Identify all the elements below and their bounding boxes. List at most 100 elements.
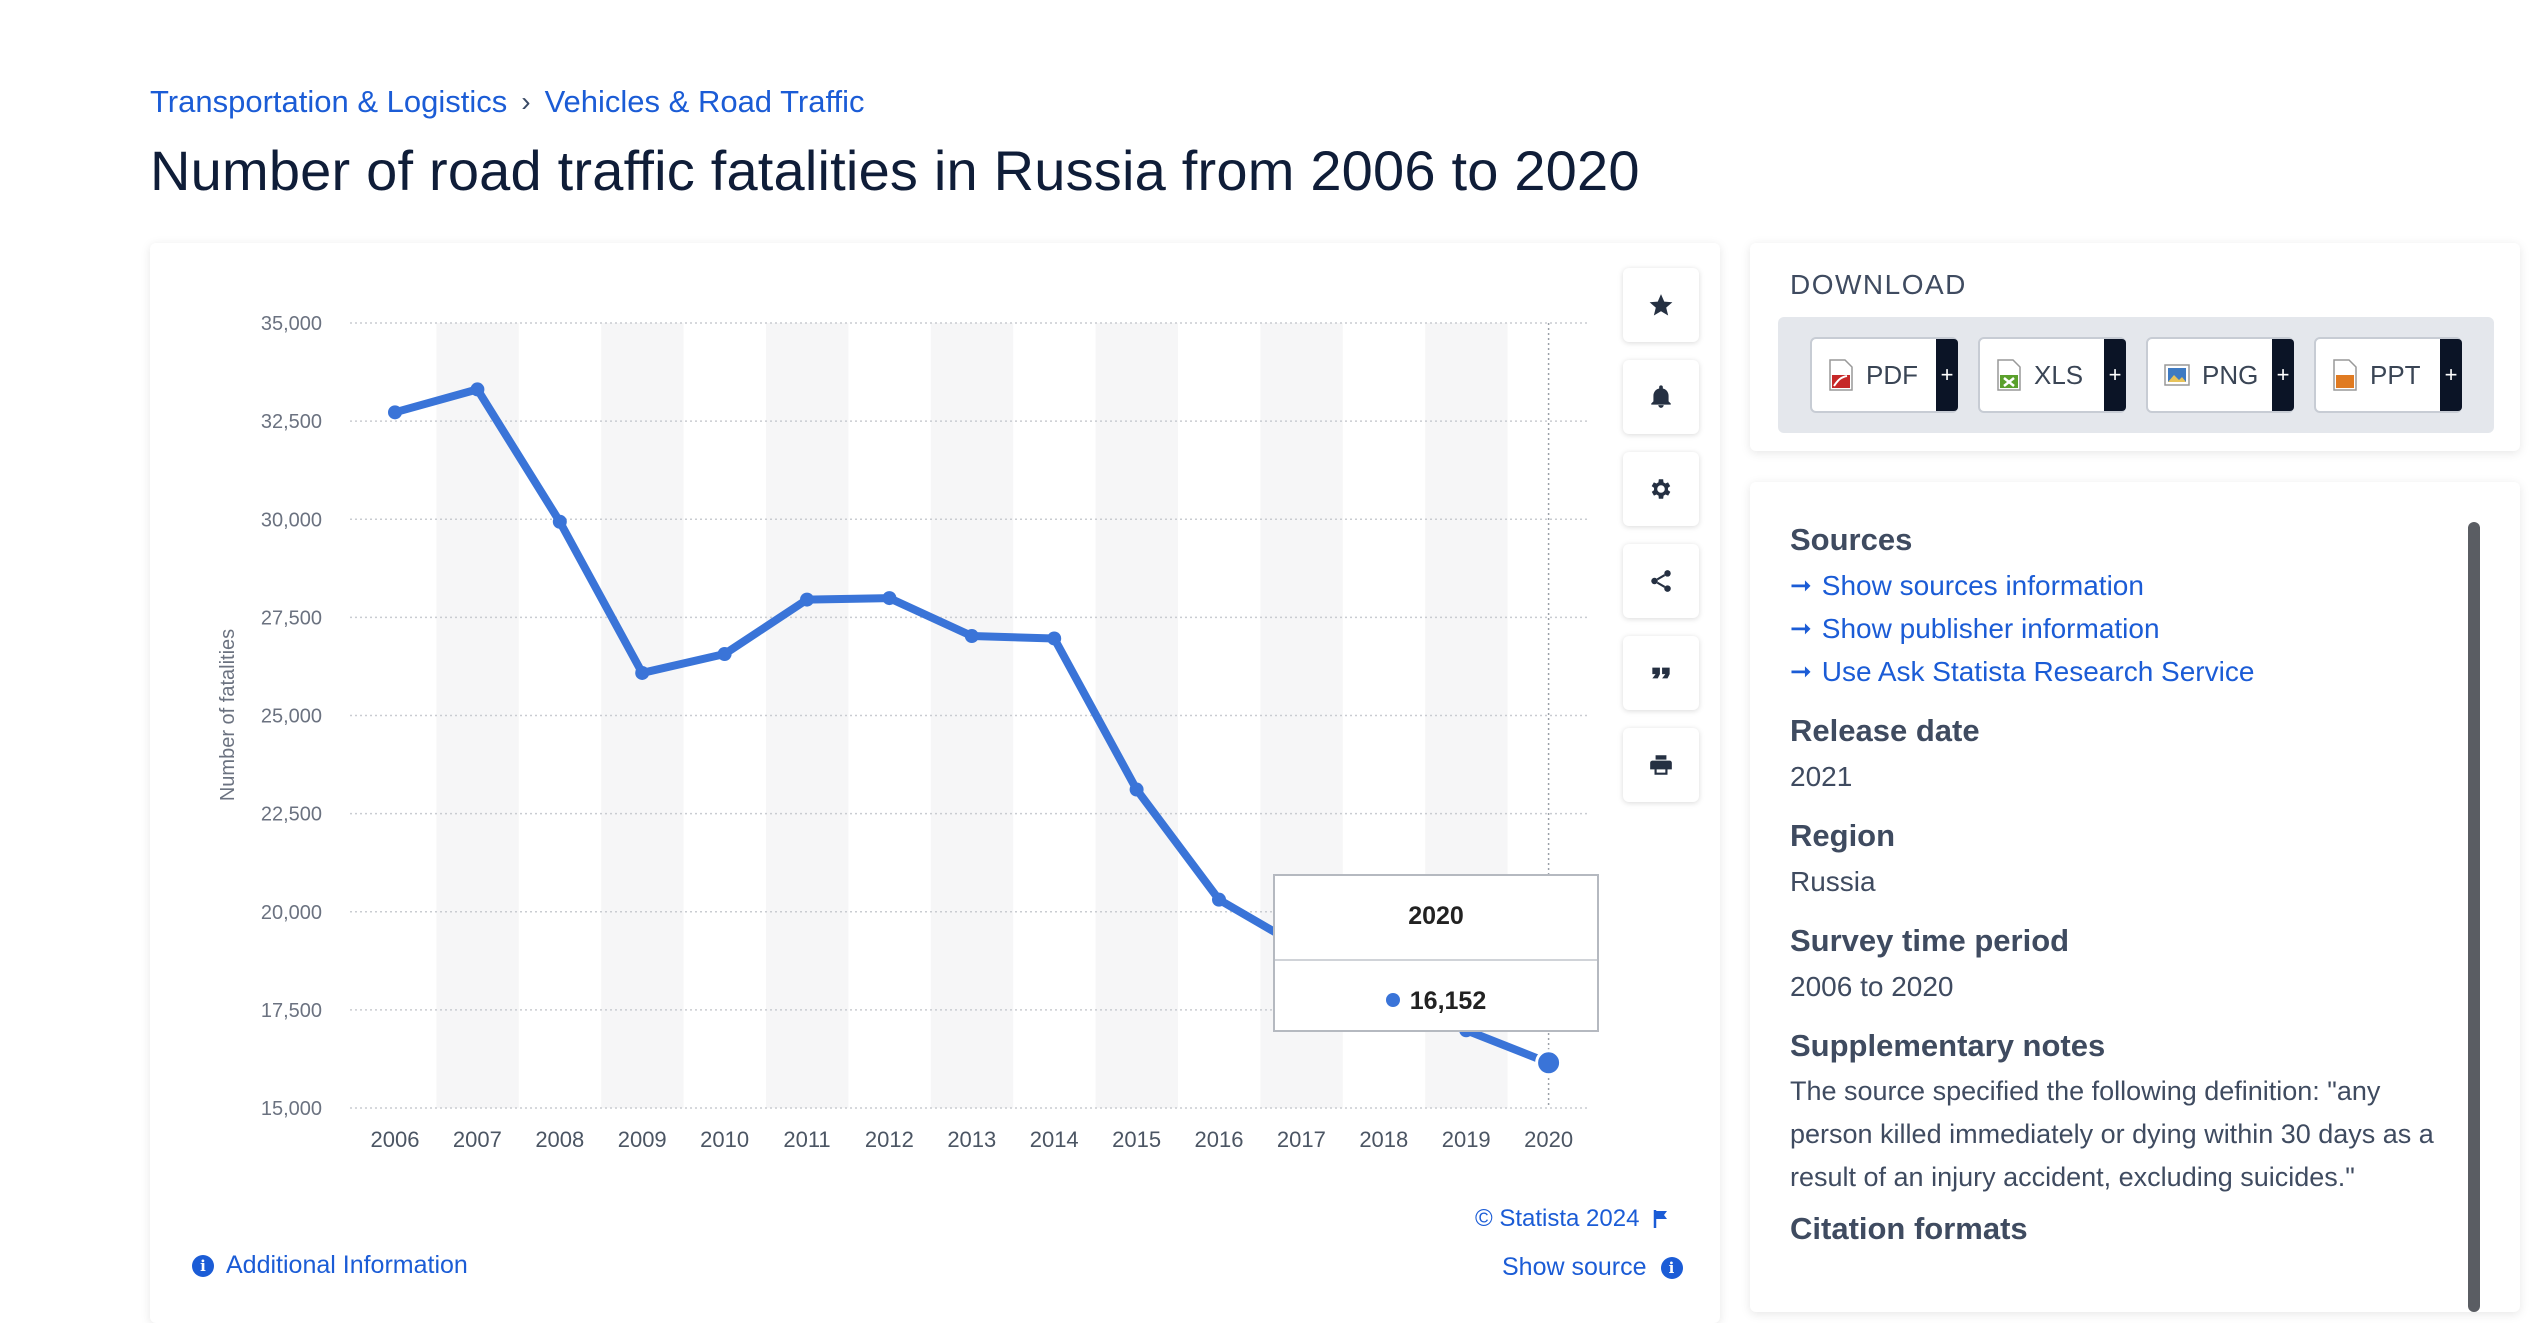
page-title: Number of road traffic fatalities in Rus… — [150, 139, 1640, 202]
download-pdf-button[interactable]: PDF + — [1810, 337, 1958, 413]
supplementary-notes-heading: Supplementary notes — [1790, 1028, 2106, 1063]
data-point[interactable] — [470, 382, 485, 397]
info-icon: i — [1660, 1256, 1683, 1279]
additional-information-link[interactable]: i Additional Information — [192, 1251, 468, 1280]
survey-period-heading: Survey time period — [1790, 923, 2070, 958]
settings-button[interactable] — [1623, 452, 1699, 526]
show-source-text: Show source — [1502, 1253, 1647, 1281]
download-xls-label: XLS — [2034, 359, 2084, 390]
cite-button[interactable] — [1623, 636, 1699, 710]
download-png-button[interactable]: PNG + — [2146, 337, 2294, 413]
region-heading: Region — [1790, 818, 1896, 853]
x-tick-label: 2014 — [1030, 1127, 1079, 1152]
release-date-heading: Release date — [1790, 713, 1980, 748]
download-ppt-button[interactable]: PPT + — [2314, 337, 2462, 413]
show-source-link[interactable]: Show source i — [1502, 1253, 1683, 1282]
release-date-value: 2021 — [1790, 761, 1853, 792]
x-tick-label: 2017 — [1277, 1127, 1326, 1152]
show-publisher-text: Show publisher information — [1821, 613, 2160, 644]
download-title: DOWNLOAD — [1790, 269, 1967, 300]
tooltip-divider — [1275, 959, 1597, 961]
data-point[interactable] — [388, 405, 402, 420]
show-sources-link[interactable]: ➞ Show sources information — [1790, 564, 2450, 607]
additional-information-text: Additional Information — [226, 1251, 468, 1279]
data-point[interactable] — [717, 646, 732, 661]
info-icon: i — [192, 1254, 214, 1277]
x-tick-label: 2010 — [700, 1127, 749, 1152]
notification-button[interactable] — [1623, 360, 1699, 434]
download-ppt-label: PPT — [2370, 359, 2421, 390]
arrow-right-icon: ➞ — [1790, 570, 1812, 600]
y-axis-label: Number of fatalities — [217, 629, 239, 801]
y-tick-label: 32,500 — [261, 411, 322, 433]
plus-icon: + — [2104, 339, 2126, 411]
tooltip-value-row: 16,152 — [1275, 987, 1597, 1016]
breadcrumb-link-transportation[interactable]: Transportation & Logistics — [150, 84, 508, 119]
x-tick-label: 2016 — [1195, 1127, 1244, 1152]
pdf-file-icon — [1829, 359, 1853, 391]
share-button[interactable] — [1623, 544, 1699, 618]
tooltip-value: 16,152 — [1409, 987, 1487, 1015]
line-chart: 15,000 17,500 20,000 22,500 25,000 27,500 30,0… — [217, 313, 1588, 1152]
plus-icon: + — [1936, 339, 1958, 411]
highlighted-data-point[interactable] — [1535, 1049, 1563, 1077]
data-point[interactable] — [635, 665, 650, 680]
column-band — [766, 323, 849, 1108]
x-tick-label: 2015 — [1112, 1127, 1161, 1152]
breadcrumb-separator: › — [521, 86, 531, 117]
citation-formats-heading: Citation formats — [1790, 1211, 2028, 1246]
ppt-file-icon — [2333, 359, 2357, 391]
plus-icon: + — [2272, 339, 2294, 411]
download-png-label: PNG — [2202, 359, 2259, 390]
show-sources-text: Show sources information — [1821, 570, 2144, 601]
region-value: Russia — [1790, 866, 1876, 897]
chart-tooltip: 2020 16,152 — [1273, 874, 1599, 1032]
y-tick-label: 27,500 — [261, 607, 322, 629]
ask-statista-text: Use Ask Statista Research Service — [1821, 656, 2255, 687]
x-tick-label: 2011 — [783, 1127, 830, 1152]
x-tick-label: 2020 — [1524, 1127, 1573, 1152]
gear-icon — [1651, 479, 1671, 499]
data-point[interactable] — [1129, 782, 1144, 797]
x-tick-label: 2018 — [1359, 1127, 1408, 1152]
tooltip-year: 2020 — [1408, 902, 1464, 930]
y-tick-label: 25,000 — [261, 706, 322, 728]
favorite-button[interactable] — [1623, 268, 1699, 342]
download-xls-button[interactable]: XLS + — [1978, 337, 2126, 413]
breadcrumb-link-vehicles[interactable]: Vehicles & Road Traffic — [544, 84, 865, 119]
x-tick-label: 2008 — [535, 1127, 584, 1152]
info-panel-scrollbar[interactable] — [2468, 522, 2480, 1312]
y-tick-label: 30,000 — [261, 509, 322, 531]
download-tray: PDF + XLS + PNG + PPT + — [1778, 317, 2494, 433]
share-icon — [1651, 570, 1671, 592]
arrow-right-icon: ➞ — [1790, 613, 1812, 643]
survey-period-value: 2006 to 2020 — [1790, 971, 1954, 1002]
supplementary-notes-value: The source specified the following defin… — [1790, 1076, 2434, 1192]
data-point[interactable] — [1212, 892, 1226, 907]
quote-icon — [1652, 667, 1670, 679]
y-tick-label: 35,000 — [261, 313, 322, 335]
x-tick-label: 2009 — [618, 1127, 667, 1152]
star-icon — [1649, 294, 1673, 316]
plus-icon: + — [2440, 339, 2462, 411]
png-file-icon — [2164, 364, 2190, 386]
data-point[interactable] — [964, 629, 979, 644]
data-point[interactable] — [882, 591, 897, 606]
y-tick-label: 15,000 — [261, 1098, 322, 1120]
series-dot-icon — [1385, 993, 1400, 1008]
x-tick-label: 2006 — [371, 1127, 420, 1152]
bell-icon — [1651, 385, 1671, 408]
show-publisher-link[interactable]: ➞ Show publisher information — [1790, 607, 2450, 650]
x-tick-label: 2007 — [453, 1127, 502, 1152]
print-button[interactable] — [1623, 728, 1699, 802]
column-band — [601, 323, 684, 1108]
data-point[interactable] — [1047, 631, 1062, 646]
ask-statista-link[interactable]: ➞ Use Ask Statista Research Service — [1790, 650, 2450, 693]
data-point[interactable] — [800, 592, 814, 607]
y-tick-label: 20,000 — [261, 902, 322, 924]
statista-copyright[interactable]: © Statista 2024 — [1475, 1205, 1669, 1233]
flag-icon — [1654, 1210, 1668, 1228]
breadcrumb: Transportation & Logistics › Vehicles & … — [150, 84, 865, 120]
print-icon — [1650, 755, 1672, 775]
data-point[interactable] — [552, 514, 567, 529]
